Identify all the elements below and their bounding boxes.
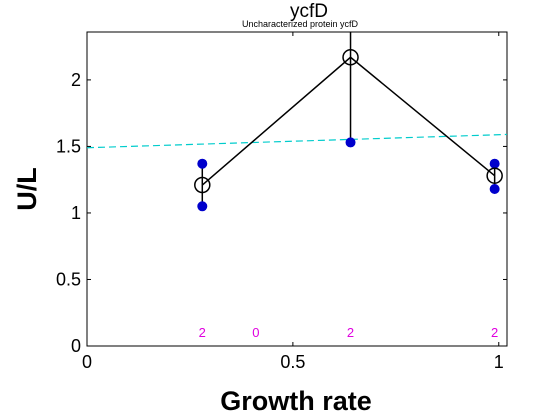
tick-labels: 0 0.5 1 0 0.5 1 1.5 2 — [56, 70, 504, 372]
y-tick-label: 0.5 — [56, 269, 81, 289]
mean-point — [342, 49, 359, 66]
x-axis-label: Growth rate — [220, 386, 372, 416]
replicate-point — [345, 137, 356, 148]
mean-point — [486, 167, 503, 184]
chart-title: ycfD — [290, 1, 328, 22]
replicate-point — [197, 158, 208, 169]
count-label: 2 — [199, 325, 206, 340]
count-label: 2 — [491, 325, 498, 340]
mean-line — [201, 56, 496, 186]
count-label: 2 — [347, 325, 354, 340]
x-tick-label: 0 — [82, 352, 92, 372]
y-tick-label: 1 — [71, 203, 81, 223]
y-tick-label: 1.5 — [56, 136, 81, 156]
trend-line — [86, 133, 508, 149]
replicate-point — [489, 184, 500, 194]
y-tick-label: 0 — [71, 336, 81, 356]
axes — [86, 31, 508, 347]
plot-frame — [86, 31, 508, 347]
chart-subtitle: Uncharacterized protein ycfD — [242, 19, 359, 29]
x-tick-label: 1 — [494, 352, 504, 372]
replicate-point — [197, 201, 208, 212]
mean-point — [194, 176, 211, 194]
y-axis-label: U/L — [12, 167, 42, 211]
replicate-point — [489, 158, 500, 169]
y-tick-label: 2 — [71, 70, 81, 90]
count-label: 0 — [252, 325, 259, 340]
x-tick-label: 0.5 — [280, 352, 305, 372]
